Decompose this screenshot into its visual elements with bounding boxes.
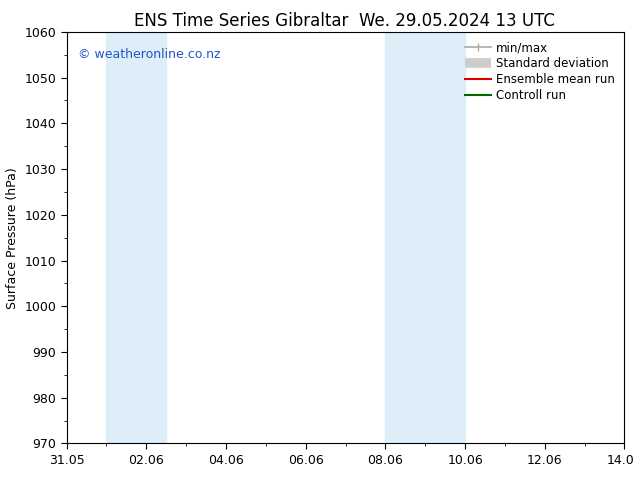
- Bar: [385, 32, 465, 443]
- Text: We. 29.05.2024 13 UTC: We. 29.05.2024 13 UTC: [359, 12, 554, 30]
- Bar: [107, 32, 166, 443]
- Text: ENS Time Series Gibraltar: ENS Time Series Gibraltar: [134, 12, 348, 30]
- Y-axis label: Surface Pressure (hPa): Surface Pressure (hPa): [6, 167, 19, 309]
- Legend: min/max, Standard deviation, Ensemble mean run, Controll run: min/max, Standard deviation, Ensemble me…: [462, 38, 619, 106]
- Text: © weatheronline.co.nz: © weatheronline.co.nz: [78, 49, 220, 61]
